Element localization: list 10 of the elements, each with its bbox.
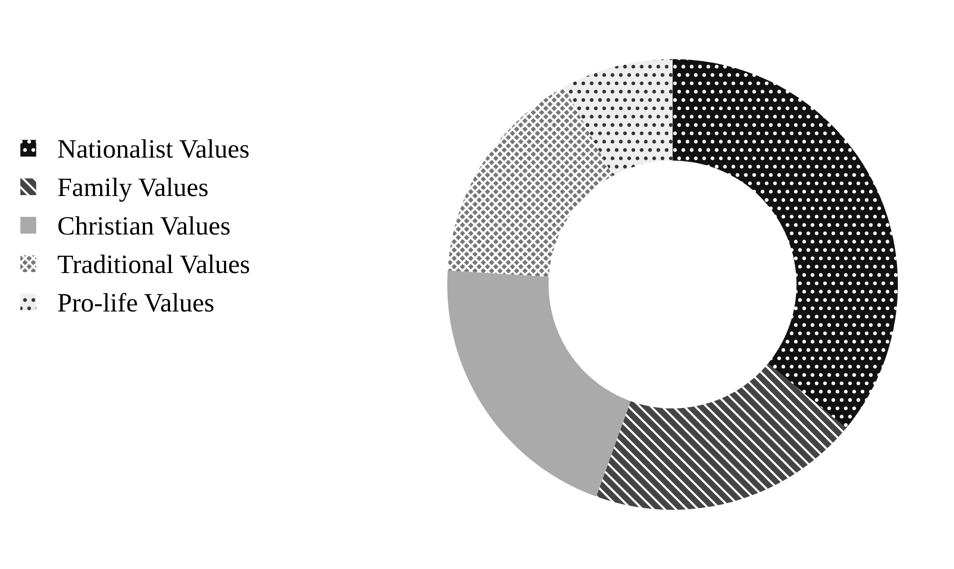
donut-slice [596,363,846,510]
legend-label: Family Values [58,178,208,202]
legend-label: Pro-life Values [58,292,214,312]
legend-label: Christian Values [58,216,230,235]
donut-slice [447,270,631,497]
donut-slice [564,59,673,176]
legend-label: Traditional Values [58,254,250,274]
donut-slice [672,59,898,428]
legend-label: Nationalist Values [58,139,249,158]
donut-slice [448,87,613,277]
